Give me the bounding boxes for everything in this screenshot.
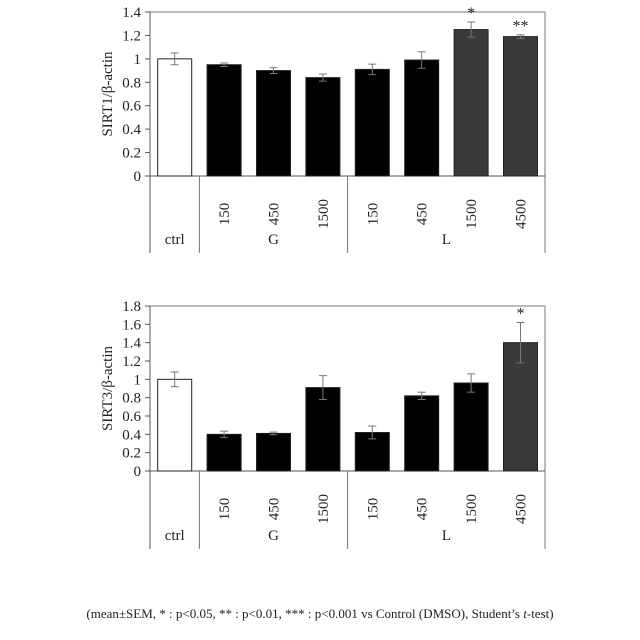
x-tick-label: 150 bbox=[217, 498, 233, 521]
y-tick-label: 1.6 bbox=[122, 317, 141, 333]
footnote-text: (mean±SEM, * : p<0.05, ** : p<0.01, *** … bbox=[86, 606, 523, 621]
bar bbox=[306, 78, 340, 176]
y-axis-title: SIRT1/β-actin bbox=[100, 51, 116, 137]
bar bbox=[257, 433, 291, 471]
y-tick-label: 0.4 bbox=[122, 427, 141, 443]
chart-1: 0 0.2 0.4 0.6 0.8 1 1.2 1.4 SIRT1/β-actin 150 450 1… bbox=[100, 5, 545, 253]
bar bbox=[158, 59, 192, 176]
y-tick-label: 1 bbox=[134, 372, 142, 388]
group-label: G bbox=[268, 232, 279, 248]
x-tick-label: 4500 bbox=[514, 199, 530, 229]
bar bbox=[405, 396, 439, 471]
group-label: L bbox=[442, 232, 451, 248]
significance-mark: ** bbox=[513, 18, 529, 35]
y-tick-label: 0.8 bbox=[122, 391, 141, 407]
significance-mark: * bbox=[517, 306, 525, 323]
x-tick-label: 450 bbox=[415, 203, 431, 226]
x-tick-label: 1500 bbox=[316, 199, 332, 229]
footnote: (mean±SEM, * : p<0.05, ** : p<0.01, *** … bbox=[0, 606, 640, 622]
chart-2: 0 0.2 0.4 0.6 0.8 1 1.2 1.4 1.6 1.8 SIRT3/β-actin 1… bbox=[100, 299, 545, 549]
y-tick-label: 1.4 bbox=[122, 5, 141, 21]
footnote-text-end: -test) bbox=[527, 606, 554, 621]
bar bbox=[207, 434, 241, 471]
group-label: ctrl bbox=[165, 528, 185, 544]
bar bbox=[257, 71, 291, 176]
x-tick-label: 450 bbox=[267, 498, 283, 521]
y-axis-title: SIRT3/β-actin bbox=[100, 345, 116, 431]
y-tick-label: 1.2 bbox=[122, 354, 141, 370]
bar bbox=[306, 388, 340, 471]
y-tick-label: 0 bbox=[134, 464, 142, 480]
x-tick-label: 150 bbox=[365, 203, 381, 226]
bar bbox=[158, 379, 192, 471]
y-tick-label: 0.2 bbox=[122, 446, 141, 462]
significance-mark: * bbox=[467, 5, 475, 22]
y-tick-label: 0.2 bbox=[122, 146, 141, 162]
x-tick-label: 1500 bbox=[316, 494, 332, 524]
y-tick-label: 0.4 bbox=[122, 122, 141, 138]
x-tick-label: 450 bbox=[267, 203, 283, 226]
bar bbox=[454, 383, 488, 471]
y-tick-label: 0.6 bbox=[122, 409, 141, 425]
bar bbox=[355, 69, 389, 176]
y-tick-label: 1 bbox=[134, 52, 142, 68]
y-tick-label: 0 bbox=[134, 169, 142, 185]
x-tick-label: 1500 bbox=[464, 199, 480, 229]
x-tick-label: 450 bbox=[415, 498, 431, 521]
bar bbox=[405, 60, 439, 176]
bar bbox=[207, 65, 241, 176]
x-tick-label: 150 bbox=[365, 498, 381, 521]
y-tick-label: 1.2 bbox=[122, 28, 141, 44]
x-tick-label: 150 bbox=[217, 203, 233, 226]
y-tick-label: 0.6 bbox=[122, 99, 141, 115]
y-tick-label: 0.8 bbox=[122, 75, 141, 91]
y-tick-label: 1.8 bbox=[122, 299, 141, 315]
group-label: L bbox=[442, 528, 451, 544]
bar bbox=[504, 37, 538, 176]
y-tick-label: 1.4 bbox=[122, 336, 141, 352]
group-label: G bbox=[268, 528, 279, 544]
bar bbox=[454, 30, 488, 176]
x-tick-label: 1500 bbox=[464, 494, 480, 524]
group-label: ctrl bbox=[165, 232, 185, 248]
x-tick-label: 4500 bbox=[514, 494, 530, 524]
